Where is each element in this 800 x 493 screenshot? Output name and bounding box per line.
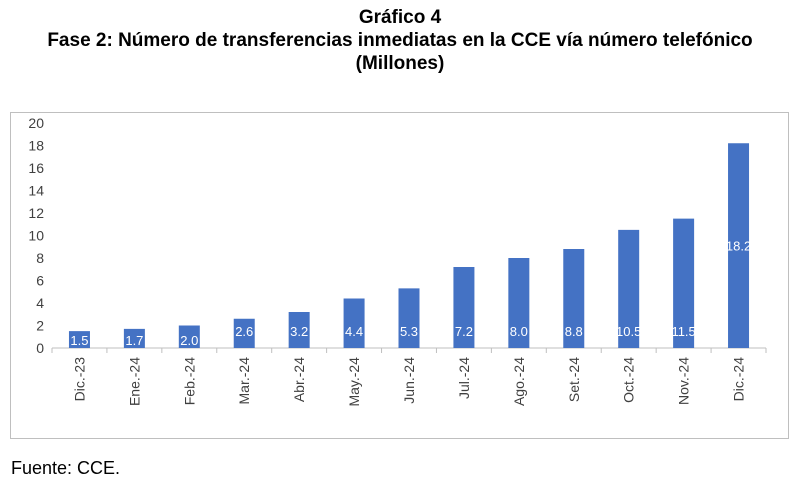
- source-note: Fuente: CCE.: [11, 458, 121, 478]
- plot-area-frame: [10, 112, 789, 439]
- y-tick-label: 0: [36, 340, 44, 356]
- bar: [618, 229, 640, 348]
- x-category-label: Mar.-24: [236, 357, 252, 405]
- x-category-label: Dic.-23: [71, 357, 87, 402]
- bar: [68, 331, 90, 348]
- y-tick-label: 20: [28, 115, 44, 131]
- y-tick-label: 14: [28, 183, 44, 199]
- data-label: 1.5: [70, 333, 88, 348]
- bar: [123, 328, 145, 348]
- y-tick-label: 6: [36, 273, 44, 289]
- y-tick-label: 16: [28, 160, 44, 176]
- data-label: 1.7: [125, 333, 143, 348]
- y-tick-label: 12: [28, 205, 44, 221]
- x-category-label: Dic.-24: [731, 357, 747, 402]
- y-tick-label: 8: [36, 250, 44, 266]
- x-category-label: May.-24: [346, 357, 362, 407]
- x-category-label: Nov.-24: [676, 357, 692, 405]
- data-label: 8.0: [510, 324, 528, 339]
- bar: [673, 218, 695, 348]
- x-category-label: Oct.-24: [621, 357, 637, 403]
- x-category-label: Ago.-24: [511, 357, 527, 406]
- data-label: 2.6: [235, 324, 253, 339]
- x-category-label: Ene.-24: [126, 357, 142, 406]
- bar: [178, 325, 200, 348]
- bar: [728, 143, 750, 348]
- bar: [508, 258, 530, 348]
- x-category-label: Abr.-24: [291, 357, 307, 402]
- x-category-label: Feb.-24: [181, 357, 197, 405]
- data-label: 10.5: [616, 324, 641, 339]
- chart-subtitle: Fase 2: Número de transferencias inmedia…: [47, 30, 753, 51]
- y-tick-label: 4: [36, 295, 44, 311]
- x-category-label: Set.-24: [566, 357, 582, 402]
- x-category-label: Jul.-24: [456, 357, 472, 399]
- data-label: 4.4: [345, 324, 363, 339]
- chart-title-block: Gráfico 4 Fase 2: Número de transferenci…: [0, 6, 800, 75]
- bar: [453, 267, 475, 348]
- y-tick-label: 10: [28, 228, 44, 244]
- data-label: 2.0: [180, 333, 198, 348]
- x-category-label: Jun.-24: [401, 357, 417, 404]
- bar: [563, 249, 585, 348]
- data-label: 5.3: [400, 324, 418, 339]
- data-label: 3.2: [290, 324, 308, 339]
- data-label: 18.2: [726, 239, 751, 254]
- bar: [398, 288, 420, 348]
- bar: [343, 298, 365, 348]
- y-tick-label: 18: [28, 138, 44, 154]
- bar: [288, 312, 310, 348]
- chart-title: Gráfico 4: [358, 7, 442, 28]
- chart-units: (Millones): [355, 53, 445, 74]
- data-label: 11.5: [671, 324, 695, 339]
- bar: [233, 318, 255, 348]
- data-label: 7.2: [455, 324, 473, 339]
- data-label: 8.8: [565, 324, 583, 339]
- y-tick-label: 2: [36, 318, 44, 334]
